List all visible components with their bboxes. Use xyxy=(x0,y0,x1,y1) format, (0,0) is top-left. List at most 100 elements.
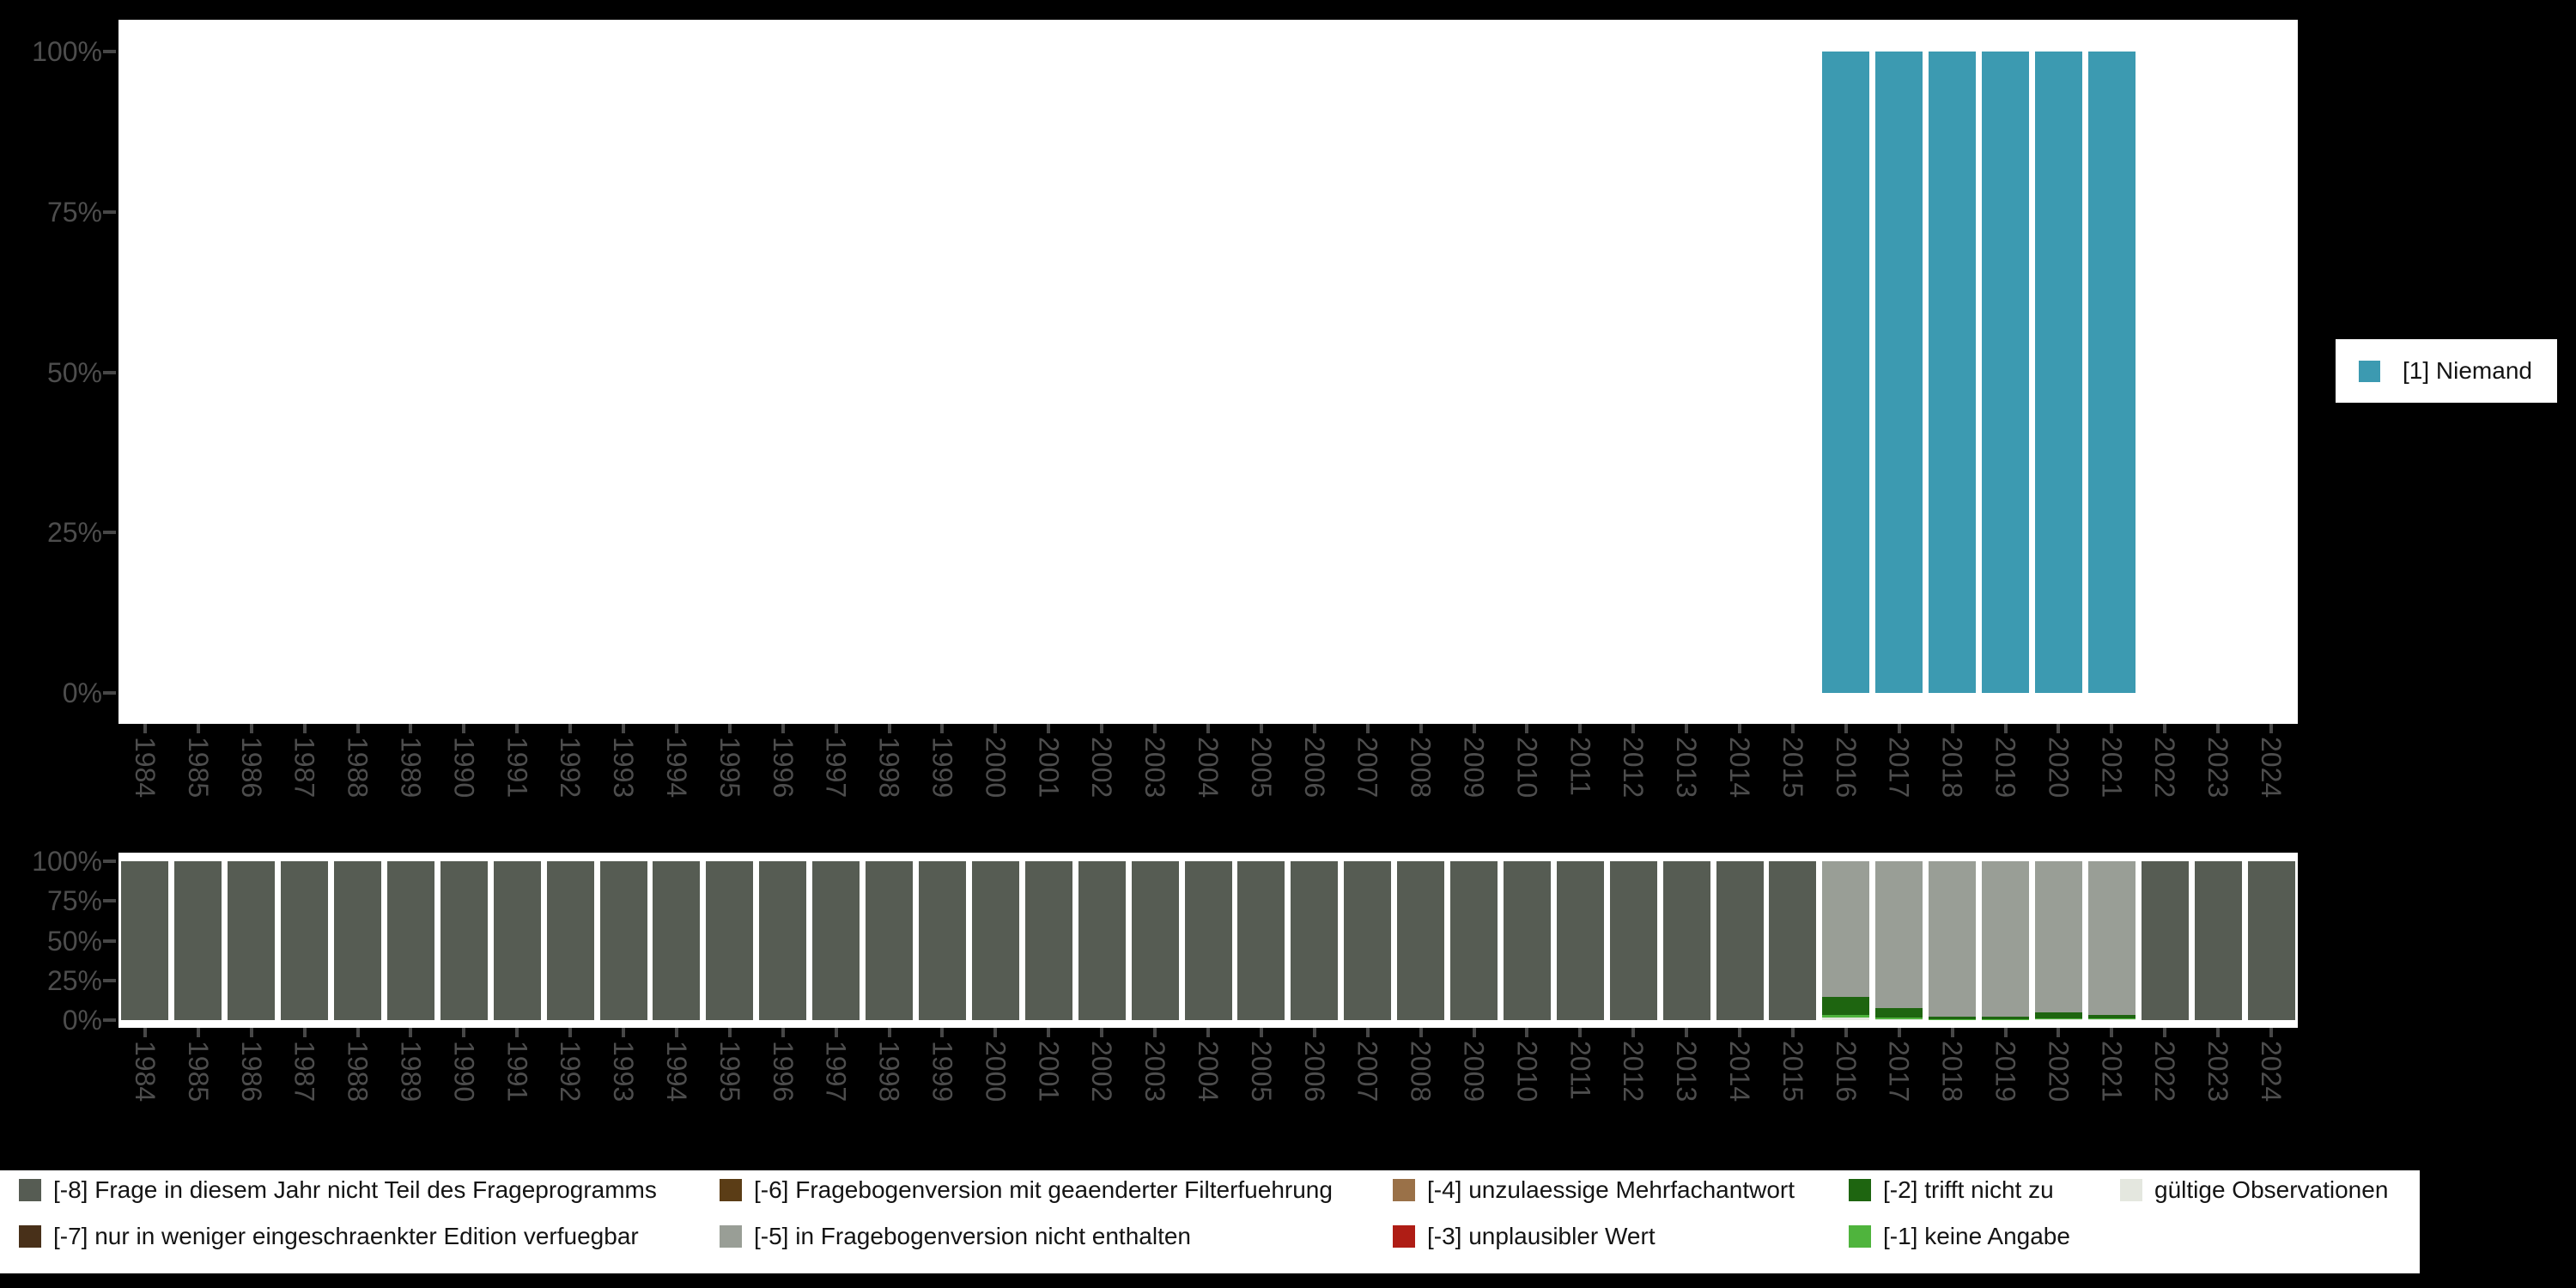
x-axis-tick-mark xyxy=(1047,724,1051,733)
legend-item-valid: gültige Observationen xyxy=(2120,1176,2389,1203)
x-axis-tick-mark xyxy=(1472,1028,1476,1037)
x-axis-tick-mark xyxy=(1790,724,1795,733)
y-axis-tick-label: 75% xyxy=(46,196,102,228)
legend-label-minus7: [-7] nur in weniger eingeschraenkter Edi… xyxy=(53,1223,639,1249)
x-axis-tick-mark xyxy=(1738,1028,1742,1037)
y-axis-tick-mark xyxy=(103,50,116,53)
bar-segment xyxy=(1875,1019,1923,1020)
x-axis-tick-label: 2022 xyxy=(2149,737,2181,799)
x-axis-tick-label: 2003 xyxy=(1139,737,1171,799)
x-axis-tick-mark xyxy=(143,1028,147,1037)
bar-segment xyxy=(1078,861,1126,1020)
top-chart-legend: [1] Niemand xyxy=(2336,339,2557,403)
x-axis-tick-mark xyxy=(1312,1028,1316,1037)
x-axis-tick-mark xyxy=(622,724,626,733)
x-axis-tick-mark xyxy=(1259,724,1263,733)
x-axis-tick-mark xyxy=(1100,1028,1104,1037)
legend-label-minus5: [-5] in Fragebogenversion nicht enthalte… xyxy=(754,1223,1191,1249)
legend-swatch-minus2 xyxy=(1849,1179,1871,1201)
x-axis-tick-label: 2013 xyxy=(1671,1041,1703,1103)
bar-segment xyxy=(1929,1017,1977,1019)
bar-segment xyxy=(1503,861,1551,1020)
x-axis-tick-label: 1987 xyxy=(289,737,320,799)
x-axis-tick-label: 2022 xyxy=(2149,1041,2181,1103)
bar-segment xyxy=(1769,861,1817,1020)
bar-segment xyxy=(1344,861,1392,1020)
bar-segment xyxy=(1556,861,1604,1020)
bar-segment xyxy=(918,861,966,1020)
x-axis-tick-mark xyxy=(1631,724,1636,733)
x-axis-tick-label: 1997 xyxy=(820,737,852,799)
legend-item-minus8: [-8] Frage in diesem Jahr nicht Teil des… xyxy=(19,1176,657,1203)
x-axis-tick-label: 1987 xyxy=(289,1041,320,1103)
x-axis-tick-label: 1998 xyxy=(873,737,905,799)
x-axis-tick-label: 1994 xyxy=(660,1041,692,1103)
x-axis-tick-mark xyxy=(515,1028,519,1037)
x-axis-tick-mark xyxy=(1844,1028,1848,1037)
bar-segment xyxy=(812,861,860,1020)
bar-segment xyxy=(1982,1019,2030,1020)
x-axis-tick-label: 2019 xyxy=(1990,737,2021,799)
x-axis-tick-label: 1992 xyxy=(555,737,586,799)
bar-segment xyxy=(1397,861,1445,1020)
legend-swatch-minus1 xyxy=(1849,1225,1871,1248)
bar-segment xyxy=(1024,861,1072,1020)
y-axis-tick-label: 50% xyxy=(46,925,102,957)
x-axis-tick-label: 2011 xyxy=(1564,737,1596,796)
bar-segment xyxy=(1929,1018,1977,1020)
x-axis-tick-mark xyxy=(1206,1028,1210,1037)
x-axis-tick-label: 2015 xyxy=(1777,737,1808,799)
x-axis-tick-mark xyxy=(1685,1028,1689,1037)
x-axis-tick-mark xyxy=(1472,724,1476,733)
y-axis-tick-mark xyxy=(103,370,116,374)
x-axis-tick-label: 2019 xyxy=(1990,1041,2021,1103)
x-axis-tick-label: 2023 xyxy=(2202,737,2234,799)
bar-segment xyxy=(2194,861,2242,1020)
bar-segment xyxy=(1875,1018,1923,1020)
x-axis-tick-label: 2020 xyxy=(2043,737,2075,799)
legend-label-valid: gültige Observationen xyxy=(2154,1176,2389,1203)
x-axis-tick-mark xyxy=(1525,724,1529,733)
bar-segment xyxy=(2247,861,2295,1020)
x-axis-tick-label: 1995 xyxy=(714,737,745,799)
bar-segment xyxy=(1822,997,1870,1015)
y-axis-tick-label: 0% xyxy=(62,1005,102,1036)
bar-segment xyxy=(1929,52,1977,693)
x-axis-tick-mark xyxy=(1153,1028,1157,1037)
bar-segment xyxy=(1822,1014,1870,1018)
x-axis-tick-mark xyxy=(196,724,200,733)
x-axis-tick-mark xyxy=(781,1028,785,1037)
x-axis-tick-mark xyxy=(1525,1028,1529,1037)
x-axis-tick-label: 2002 xyxy=(1086,1041,1118,1103)
legend-swatch-minus3 xyxy=(1393,1225,1415,1248)
x-axis-tick-label: 2004 xyxy=(1193,737,1224,799)
x-axis-tick-mark xyxy=(1365,1028,1370,1037)
bar-segment xyxy=(2087,1018,2136,1020)
legend-swatch-minus7 xyxy=(19,1225,41,1248)
bar-segment xyxy=(2034,52,2082,693)
x-axis-tick-mark xyxy=(2057,1028,2061,1037)
x-axis-tick-label: 2018 xyxy=(1936,737,1968,799)
x-axis-tick-label: 2020 xyxy=(2043,1041,2075,1103)
x-axis-tick-mark xyxy=(302,1028,307,1037)
bar-segment xyxy=(866,861,914,1020)
x-axis-tick-label: 2018 xyxy=(1936,1041,1968,1103)
x-axis-tick-mark xyxy=(781,724,785,733)
x-axis-tick-label: 1990 xyxy=(448,737,480,799)
x-axis-tick-label: 1991 xyxy=(501,1041,533,1103)
x-axis-tick-mark xyxy=(143,724,147,733)
bar-segment xyxy=(1822,1018,1870,1020)
bar-segment xyxy=(759,861,807,1020)
bar-segment xyxy=(2034,861,2082,1012)
x-axis-tick-mark xyxy=(302,724,307,733)
x-axis-tick-mark xyxy=(2003,724,2008,733)
x-axis-tick-mark xyxy=(1950,724,1954,733)
x-axis-tick-mark xyxy=(1153,724,1157,733)
bar-segment xyxy=(386,861,434,1020)
bottom-chart-plot-area xyxy=(118,861,2298,1020)
x-axis-tick-label: 2010 xyxy=(1511,1041,1543,1103)
x-axis-tick-label: 2009 xyxy=(1458,1041,1490,1103)
top-chart-plot-area xyxy=(118,52,2298,693)
top-chart-panel xyxy=(118,20,2298,724)
